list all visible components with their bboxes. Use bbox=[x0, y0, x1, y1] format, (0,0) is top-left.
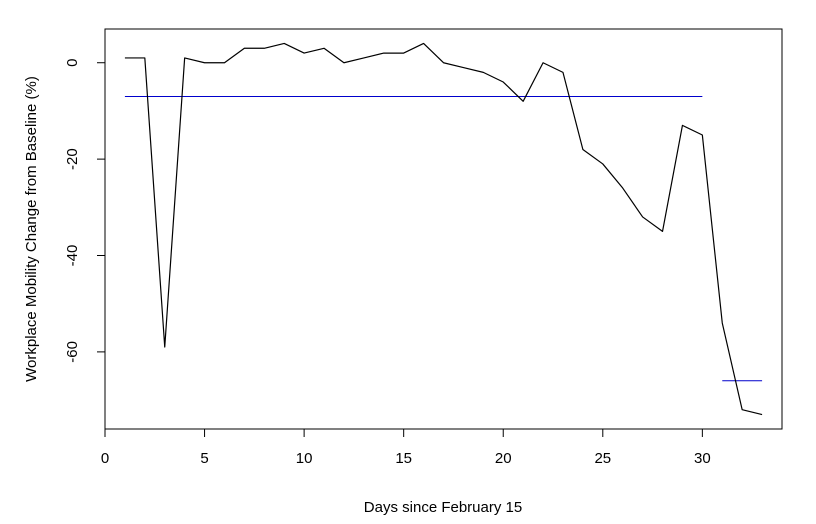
y-tick-label: -20 bbox=[64, 148, 81, 170]
x-tick-label: 15 bbox=[395, 450, 412, 467]
y-axis: 0 -20 -40 -60 bbox=[64, 59, 106, 363]
data-series bbox=[124, 42, 763, 416]
x-tick-label: 30 bbox=[694, 450, 711, 467]
reference-lines bbox=[124, 95, 763, 382]
y-tick-label: -40 bbox=[64, 245, 81, 267]
x-tick-label: 5 bbox=[200, 450, 208, 467]
x-tick-label: 0 bbox=[101, 450, 109, 467]
x-tick-label: 20 bbox=[495, 450, 512, 467]
x-axis: 0 5 10 15 20 25 30 bbox=[101, 428, 711, 467]
plot-frame bbox=[104, 28, 783, 430]
x-tick-label: 25 bbox=[594, 450, 611, 467]
y-tick-label: 0 bbox=[64, 59, 81, 67]
series-line bbox=[124, 42, 763, 416]
y-tick-label: -60 bbox=[64, 341, 81, 363]
x-axis-label: Days since February 15 bbox=[364, 499, 522, 516]
y-axis-label: Workplace Mobility Change from Baseline … bbox=[23, 76, 40, 382]
x-tick-label: 10 bbox=[296, 450, 313, 467]
